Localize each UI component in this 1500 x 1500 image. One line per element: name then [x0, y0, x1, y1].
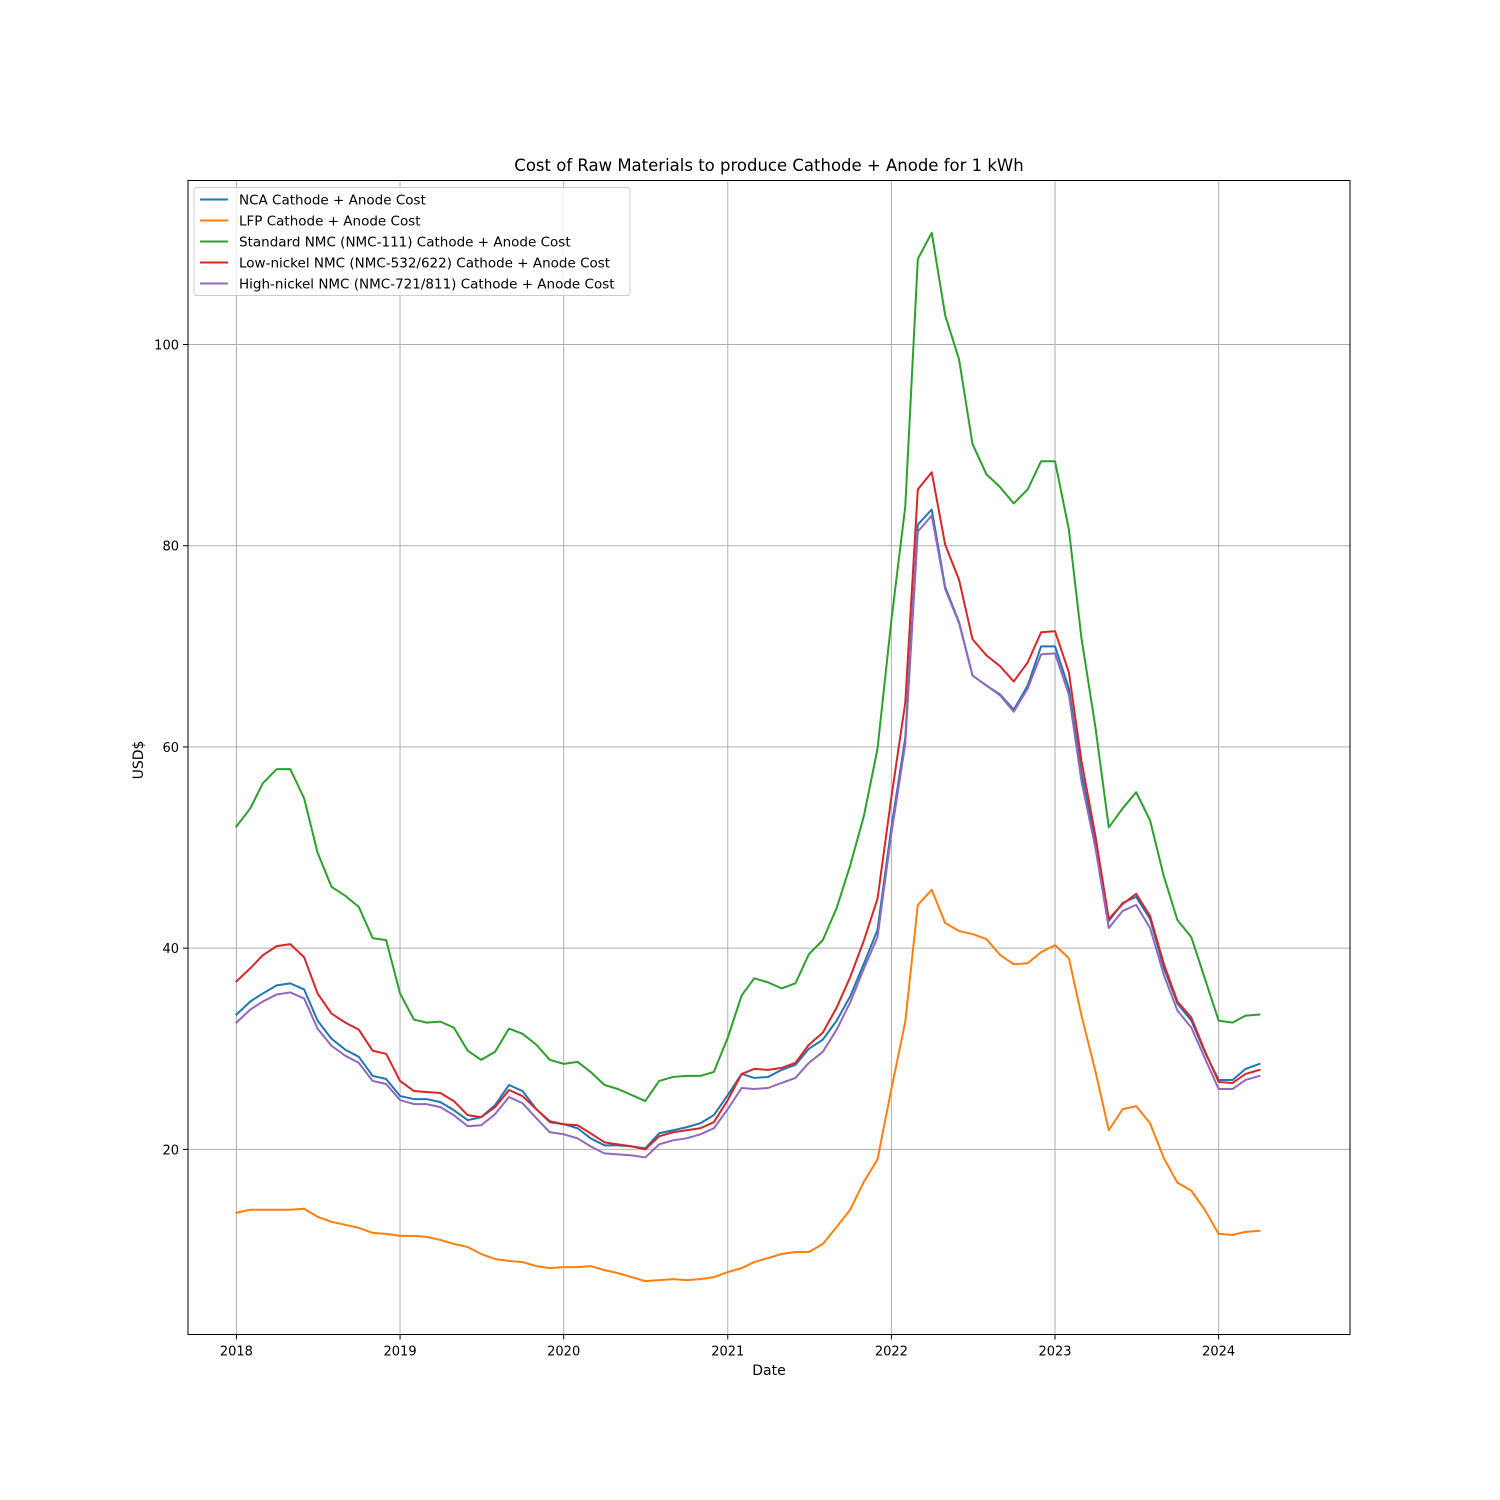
legend-entry-4: High-nickel NMC (NMC-721/811) Cathode + …	[239, 277, 615, 293]
legend: NCA Cathode + Anode Cost LFP Cathode + An…	[193, 187, 631, 296]
chart-title: Cost of Raw Materials to produce Cathode…	[514, 156, 1023, 175]
x-tick-label: 2019	[384, 1345, 417, 1360]
series-lines	[235, 231, 1261, 1283]
series-line-4	[235, 514, 1261, 1159]
x-tick-label: 2022	[875, 1345, 908, 1360]
legend-box	[193, 187, 631, 296]
x-tick-label: 2018	[220, 1345, 253, 1360]
x-tick-label: 2020	[547, 1345, 580, 1360]
legend-entry-1: LFP Cathode + Anode Cost	[239, 214, 421, 230]
legend-entry-0: NCA Cathode + Anode Cost	[239, 193, 426, 209]
series-line-0	[235, 508, 1261, 1150]
x-axis: 2018 2019 2020 2021 2022 2023 2024	[220, 1334, 1235, 1360]
x-tick-label: 2024	[1202, 1345, 1235, 1360]
y-axis: 20 40 60 80 100	[154, 338, 188, 1158]
legend-entry-2: Standard NMC (NMC-111) Cathode + Anode C…	[239, 235, 571, 251]
plot-frame	[187, 180, 1351, 1335]
y-tick-label: 80	[162, 540, 179, 555]
x-tick-label: 2021	[711, 1345, 744, 1360]
y-tick-label: 100	[154, 338, 179, 353]
y-axis-label: USD$	[131, 741, 147, 780]
x-axis-label: Date	[752, 1363, 785, 1379]
grid	[188, 180, 1350, 1335]
series-line-1	[235, 888, 1261, 1283]
legend-entry-3: Low-nickel NMC (NMC-532/622) Cathode + A…	[239, 256, 610, 272]
series-line-2	[235, 231, 1261, 1103]
x-tick-label: 2023	[1038, 1345, 1071, 1360]
y-tick-label: 20	[162, 1143, 179, 1158]
y-tick-label: 40	[162, 942, 179, 957]
y-tick-label: 60	[162, 741, 179, 756]
series-line-3	[235, 471, 1261, 1151]
